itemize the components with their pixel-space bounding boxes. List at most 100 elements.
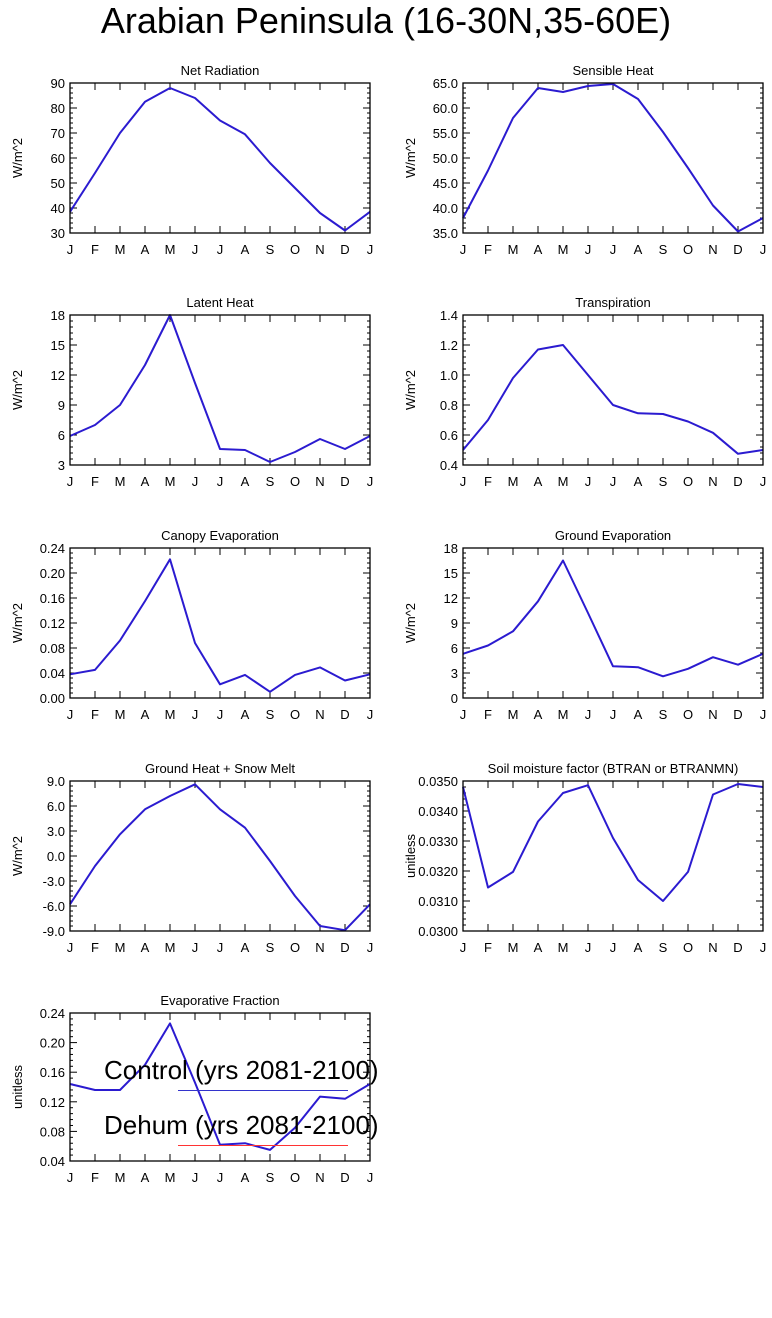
y-tick-label: 9.0 xyxy=(47,774,65,789)
y-tick-label: 1.4 xyxy=(440,308,458,323)
x-tick-label: J xyxy=(217,940,224,955)
plot-frame xyxy=(69,314,371,466)
x-tick-label: S xyxy=(266,940,275,955)
panel-title: Net Radiation xyxy=(181,63,260,78)
x-tick-label: J xyxy=(192,940,199,955)
y-tick-label: 0.0340 xyxy=(418,804,458,819)
y-tick-label: 0.20 xyxy=(40,1036,65,1051)
x-tick-label: N xyxy=(708,474,717,489)
x-tick-label: A xyxy=(534,707,543,722)
x-tick-label: N xyxy=(708,940,717,955)
x-tick-label: J xyxy=(460,707,467,722)
x-tick-label: J xyxy=(192,242,199,257)
x-tick-label: A xyxy=(141,707,150,722)
plot-frame xyxy=(69,780,371,932)
x-tick-label: A xyxy=(241,1170,250,1185)
y-tick-label: 0.16 xyxy=(40,1065,65,1080)
panel-2: Sensible Heat W/m^2 35.0 40.0 45.0 50.0 55.0 60… xyxy=(403,63,766,257)
y-tick-label: 70 xyxy=(51,126,65,141)
x-tick-label: O xyxy=(683,474,693,489)
x-tick-label: J xyxy=(585,242,592,257)
page-title: Arabian Peninsula (16-30N,35-60E) xyxy=(100,0,672,41)
y-tick-label: 0.0 xyxy=(47,849,65,864)
plot-frame xyxy=(462,780,764,932)
x-tick-label: J xyxy=(67,242,74,257)
x-tick-label: J xyxy=(192,1170,199,1185)
x-tick-label: S xyxy=(266,707,275,722)
x-tick-label: O xyxy=(290,1170,300,1185)
panel-title: Ground Heat + Snow Melt xyxy=(145,761,295,776)
x-tick-label: J xyxy=(67,474,74,489)
y-tick-label: 0.0320 xyxy=(418,864,458,879)
x-tick-label: J xyxy=(217,707,224,722)
series-line xyxy=(69,1022,371,1151)
y-tick-label: 40 xyxy=(51,201,65,216)
plot-frame xyxy=(69,1012,371,1162)
x-tick-label: M xyxy=(558,707,569,722)
y-tick-label: 15 xyxy=(51,338,65,353)
y-tick-label: 0.24 xyxy=(40,541,65,556)
y-tick-label: 12 xyxy=(51,368,65,383)
x-tick-label: S xyxy=(659,940,668,955)
y-tick-label: 40.0 xyxy=(433,201,458,216)
x-tick-label: N xyxy=(315,474,324,489)
y-tick-label: 3 xyxy=(451,666,458,681)
y-axis-label: unitless xyxy=(403,833,418,878)
x-tick-label: J xyxy=(367,940,374,955)
x-tick-label: J xyxy=(67,707,74,722)
x-tick-label: M xyxy=(558,242,569,257)
x-tick-label: A xyxy=(534,940,543,955)
x-tick-label: J xyxy=(192,707,199,722)
x-tick-label: A xyxy=(241,242,250,257)
x-tick-label: A xyxy=(141,1170,150,1185)
legend-line-dehum xyxy=(178,1145,348,1146)
series-line xyxy=(69,558,371,693)
x-tick-label: F xyxy=(484,707,492,722)
y-tick-label: 6 xyxy=(58,428,65,443)
series-line xyxy=(462,344,764,455)
x-tick-label: O xyxy=(683,707,693,722)
x-tick-label: J xyxy=(460,940,467,955)
x-tick-label: J xyxy=(367,242,374,257)
x-tick-label: J xyxy=(367,707,374,722)
legend-label-dehum: Dehum (yrs 2081-2100) xyxy=(104,1110,379,1140)
y-tick-label: 0.4 xyxy=(440,458,458,473)
y-tick-label: 35.0 xyxy=(433,226,458,241)
x-tick-label: M xyxy=(558,940,569,955)
x-tick-label: A xyxy=(241,940,250,955)
x-tick-label: J xyxy=(610,707,617,722)
y-tick-label: 50 xyxy=(51,176,65,191)
series-line xyxy=(462,83,764,233)
x-tick-label: F xyxy=(91,474,99,489)
x-tick-label: F xyxy=(91,1170,99,1185)
panel-title: Transpiration xyxy=(575,295,650,310)
panel-7: Ground Heat + Snow Melt W/m^2 -9.0 -6.0 -3.0… xyxy=(10,761,373,955)
y-tick-label: 0.0350 xyxy=(418,774,458,789)
panel-9: Evaporative Fraction unitless 0.04 0.08 0.12… xyxy=(10,993,373,1185)
x-tick-label: J xyxy=(760,474,767,489)
x-tick-label: J xyxy=(760,940,767,955)
plot-frame xyxy=(462,82,764,234)
y-tick-label: 50.0 xyxy=(433,151,458,166)
y-tick-label: 0.12 xyxy=(40,1095,65,1110)
x-tick-label: D xyxy=(340,1170,349,1185)
y-tick-label: 15 xyxy=(444,566,458,581)
y-axis-label: W/m^2 xyxy=(403,370,418,410)
x-tick-label: J xyxy=(610,242,617,257)
x-tick-label: D xyxy=(733,242,742,257)
x-tick-label: M xyxy=(165,1170,176,1185)
x-tick-label: J xyxy=(367,1170,374,1185)
legend-line-control xyxy=(178,1090,348,1091)
y-tick-label: 0.04 xyxy=(40,666,65,681)
x-tick-label: J xyxy=(585,707,592,722)
plot-frame xyxy=(69,547,371,699)
plot-frame xyxy=(462,547,764,699)
series-line xyxy=(69,314,371,463)
x-tick-label: A xyxy=(634,940,643,955)
y-tick-label: 0.0310 xyxy=(418,894,458,909)
x-tick-label: S xyxy=(266,242,275,257)
panel-title: Sensible Heat xyxy=(573,63,654,78)
x-tick-label: A xyxy=(141,242,150,257)
y-tick-label: 0.12 xyxy=(40,616,65,631)
